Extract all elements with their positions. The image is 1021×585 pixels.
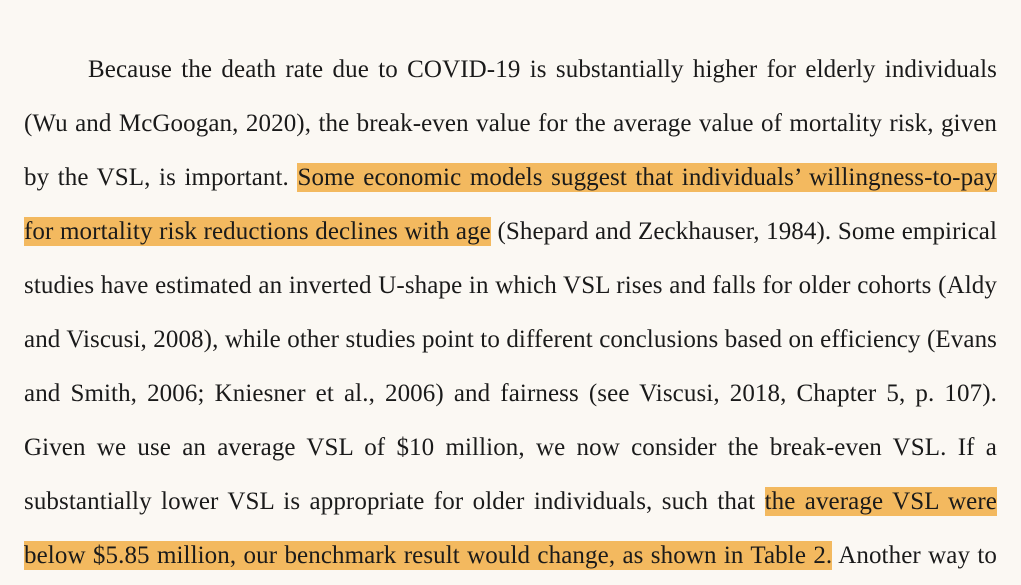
body-paragraph: Because the death rate due to COVID-19 i… xyxy=(24,43,997,585)
body-text: (Shepard and Zeckhauser, 1984). Some emp… xyxy=(24,218,997,515)
document-page: Because the death rate due to COVID-19 i… xyxy=(0,0,1021,585)
